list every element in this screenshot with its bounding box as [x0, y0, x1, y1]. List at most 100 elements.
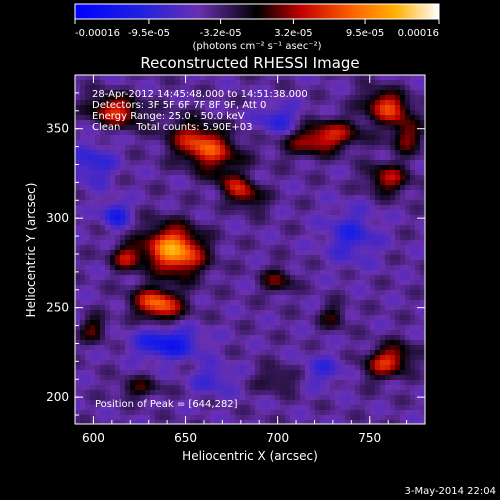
- heatmap-cell: [205, 360, 211, 366]
- heatmap-cell: [75, 330, 81, 336]
- heatmap-cell: [270, 335, 276, 341]
- heatmap-cell: [155, 135, 161, 141]
- heatmap-cell: [200, 320, 206, 326]
- heatmap-cell: [270, 105, 276, 111]
- heatmap-cell: [125, 220, 131, 226]
- heatmap-cell: [195, 220, 201, 226]
- heatmap-cell: [115, 355, 121, 361]
- heatmap-cell: [305, 95, 311, 101]
- heatmap-cell: [200, 395, 206, 401]
- heatmap-cell: [305, 205, 311, 211]
- heatmap-cell: [125, 255, 131, 261]
- heatmap-cell: [75, 300, 81, 306]
- heatmap-cell: [80, 200, 86, 206]
- heatmap-cell: [145, 170, 151, 176]
- heatmap-cell: [175, 205, 181, 211]
- heatmap-cell: [175, 140, 181, 146]
- heatmap-cell: [310, 200, 316, 206]
- heatmap-cell: [90, 285, 96, 291]
- heatmap-cell: [160, 155, 166, 161]
- heatmap-cell: [155, 295, 161, 301]
- heatmap-cell: [75, 375, 81, 381]
- heatmap-cell: [370, 280, 376, 286]
- heatmap-cell: [280, 295, 286, 301]
- heatmap-cell: [115, 210, 121, 216]
- heatmap-cell: [130, 210, 136, 216]
- heatmap-cell: [340, 410, 346, 416]
- heatmap-cell: [115, 320, 121, 326]
- heatmap-cell: [405, 270, 411, 276]
- heatmap-cell: [350, 415, 356, 421]
- heatmap-cell: [340, 115, 346, 121]
- heatmap-cell: [225, 85, 231, 91]
- heatmap-cell: [390, 370, 396, 376]
- heatmap-cell: [200, 145, 206, 151]
- heatmap-cell: [170, 180, 176, 186]
- heatmap-cell: [160, 245, 166, 251]
- heatmap-cell: [290, 105, 296, 111]
- heatmap-cell: [345, 355, 351, 361]
- heatmap-cell: [160, 330, 166, 336]
- heatmap-cell: [150, 105, 156, 111]
- heatmap-cell: [180, 115, 186, 121]
- heatmap-cell: [340, 370, 346, 376]
- heatmap-cell: [325, 125, 331, 131]
- heatmap-cell: [405, 220, 411, 226]
- heatmap-cell: [240, 265, 246, 271]
- heatmap-cell: [305, 360, 311, 366]
- heatmap-cell: [190, 235, 196, 241]
- heatmap-cell: [265, 395, 271, 401]
- heatmap-cell: [375, 385, 381, 391]
- heatmap-cell: [295, 335, 301, 341]
- heatmap-cell: [260, 355, 266, 361]
- heatmap-cell: [380, 350, 386, 356]
- heatmap-cell: [370, 100, 376, 106]
- heatmap-cell: [165, 230, 171, 236]
- heatmap-cell: [365, 335, 371, 341]
- heatmap-cell: [225, 420, 231, 424]
- heatmap-cell: [90, 295, 96, 301]
- heatmap-cell: [235, 150, 241, 156]
- heatmap-cell: [410, 110, 416, 116]
- heatmap-cell: [295, 355, 301, 361]
- heatmap-cell: [130, 140, 136, 146]
- heatmap-cell: [260, 120, 266, 126]
- heatmap-cell: [140, 230, 146, 236]
- heatmap-cell: [230, 300, 236, 306]
- heatmap-cell: [90, 175, 96, 181]
- heatmap-cell: [260, 385, 266, 391]
- heatmap-cell: [295, 115, 301, 121]
- heatmap-cell: [325, 210, 331, 216]
- heatmap-cell: [85, 380, 91, 386]
- heatmap-cell: [170, 75, 176, 81]
- heatmap-cell: [320, 80, 326, 86]
- heatmap-cell: [280, 340, 286, 346]
- heatmap-cell: [200, 340, 206, 346]
- heatmap-cell: [310, 100, 316, 106]
- heatmap-cell: [355, 385, 361, 391]
- heatmap-cell: [125, 310, 131, 316]
- heatmap-cell: [340, 110, 346, 116]
- heatmap-cell: [280, 305, 286, 311]
- heatmap-cell: [385, 155, 391, 161]
- heatmap-cell: [245, 165, 251, 171]
- heatmap-cell: [390, 365, 396, 371]
- heatmap-cell: [365, 85, 371, 91]
- heatmap-cell: [235, 330, 241, 336]
- heatmap-cell: [245, 240, 251, 246]
- heatmap-cell: [240, 90, 246, 96]
- heatmap-cell: [280, 330, 286, 336]
- heatmap-cell: [240, 390, 246, 396]
- heatmap-cell: [185, 415, 191, 421]
- heatmap-cell: [390, 345, 396, 351]
- heatmap-cell: [95, 275, 101, 281]
- heatmap-cell: [415, 260, 421, 266]
- heatmap-cell: [135, 330, 141, 336]
- heatmap-cell: [320, 195, 326, 201]
- heatmap-cell: [220, 205, 226, 211]
- heatmap-cell: [165, 280, 171, 286]
- heatmap-cell: [300, 290, 306, 296]
- heatmap-cell: [95, 215, 101, 221]
- heatmap-cell: [230, 305, 236, 311]
- heatmap-cell: [265, 240, 271, 246]
